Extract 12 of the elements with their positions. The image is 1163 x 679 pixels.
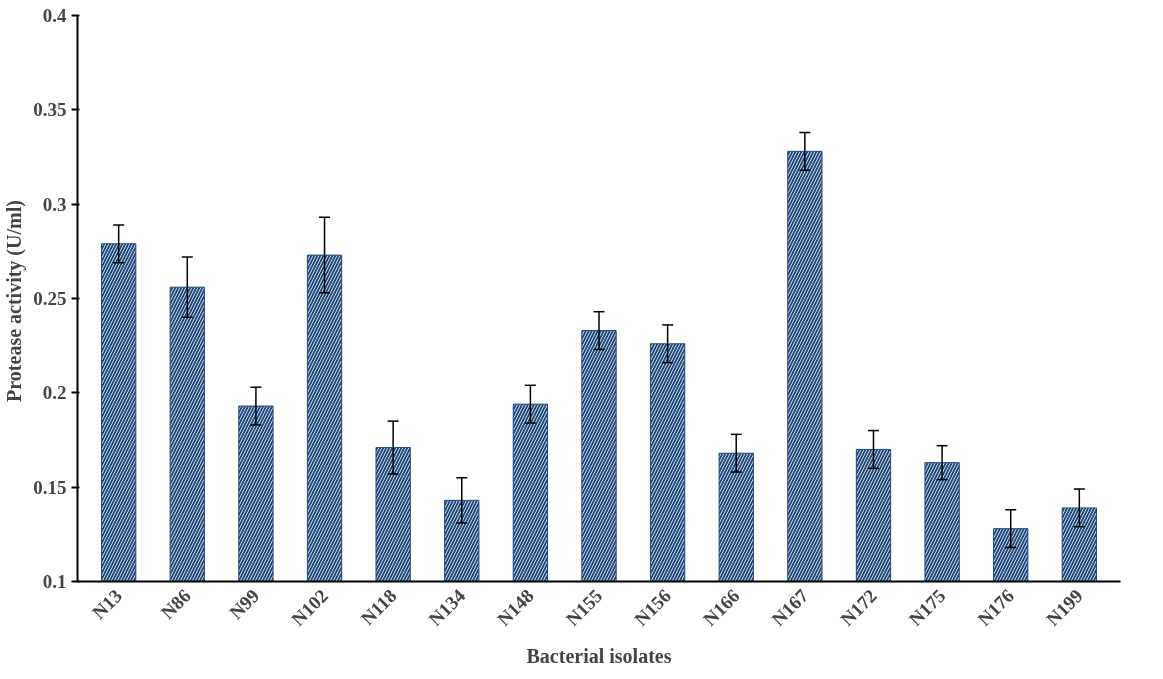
y-tick-label: 0.2 xyxy=(42,382,67,404)
x-tick-label: N13 xyxy=(88,585,127,624)
x-tick-label: N86 xyxy=(156,585,195,624)
y-tick-label: 0.25 xyxy=(33,288,67,309)
x-tick-label: N99 xyxy=(225,585,264,624)
x-axis-title: Bacterial isolates xyxy=(526,645,672,668)
y-tick-label: 0.35 xyxy=(33,99,67,121)
y-tick-label: 0.15 xyxy=(33,476,67,498)
y-tick-label: 0.1 xyxy=(42,571,67,592)
y-tick-label: 0.4 xyxy=(42,5,67,26)
y-axis-title: Protease activity (U/ml) xyxy=(3,200,27,402)
y-tick-label: 0.3 xyxy=(42,193,67,215)
